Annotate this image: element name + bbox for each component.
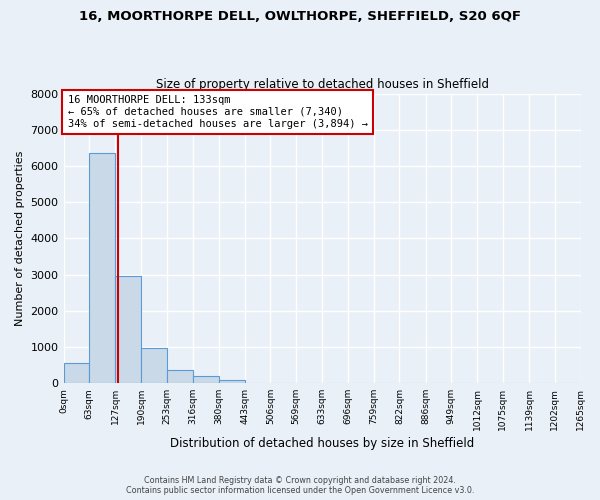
X-axis label: Distribution of detached houses by size in Sheffield: Distribution of detached houses by size … [170,437,474,450]
Text: 16 MOORTHORPE DELL: 133sqm
← 65% of detached houses are smaller (7,340)
34% of s: 16 MOORTHORPE DELL: 133sqm ← 65% of deta… [68,96,368,128]
Bar [193,376,219,383]
Bar [219,380,245,383]
Text: Contains HM Land Registry data © Crown copyright and database right 2024.
Contai: Contains HM Land Registry data © Crown c… [126,476,474,495]
Bar [89,154,115,383]
Bar [115,276,141,383]
Bar [167,370,193,383]
Bar [141,348,167,383]
Title: Size of property relative to detached houses in Sheffield: Size of property relative to detached ho… [155,78,488,91]
Y-axis label: Number of detached properties: Number of detached properties [15,150,25,326]
Bar [64,363,89,383]
Text: 16, MOORTHORPE DELL, OWLTHORPE, SHEFFIELD, S20 6QF: 16, MOORTHORPE DELL, OWLTHORPE, SHEFFIEL… [79,10,521,23]
